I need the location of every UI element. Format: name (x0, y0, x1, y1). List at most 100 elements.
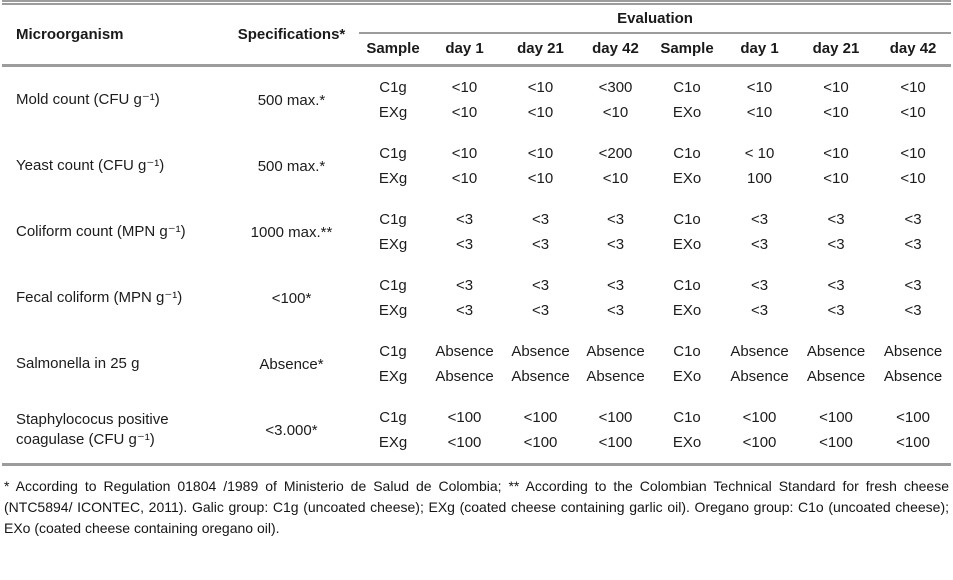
sample-cell: C1o (673, 145, 701, 162)
sample-cell: EXo (672, 302, 702, 319)
value-cell: Absence (730, 343, 789, 360)
sample-cell: C1g (379, 277, 407, 294)
value-cell: <100 (819, 434, 853, 451)
value-cell: Absence (435, 343, 494, 360)
sample-cell: C1o (673, 409, 701, 426)
value-cell: <10 (451, 104, 478, 121)
specification-cell: 500 max.* (257, 157, 326, 175)
sample-cell: C1o (673, 211, 701, 228)
table-row: Yeast count (CFU g⁻¹) 500 max.* C1g <10 … (2, 133, 951, 175)
value-cell: <3 (455, 277, 474, 294)
value-cell: <10 (823, 145, 849, 162)
value-cell: <10 (823, 170, 849, 187)
sample-cell: EXg (378, 236, 408, 253)
table-footnote: * According to Regulation 01804 /1989 of… (4, 478, 949, 536)
value-cell: <3 (455, 302, 474, 319)
table-row: EXg <10 <10 <10 EXo 100 <10 <10 (2, 166, 951, 199)
value-cell: <10 (451, 170, 478, 187)
value-cell: <10 (746, 79, 773, 96)
value-cell: <10 (527, 145, 554, 162)
sample-cell: C1o (673, 79, 701, 96)
sample-cell: EXg (378, 302, 408, 319)
value-cell: <100 (896, 434, 930, 451)
value-cell: <10 (602, 104, 629, 121)
value-cell: <100 (598, 409, 633, 426)
value-cell: <100 (819, 409, 853, 426)
subheader-day42-oregano: day 42 (875, 32, 952, 67)
value-cell: <3 (750, 302, 769, 319)
sample-cell: EXo (672, 368, 702, 385)
sample-cell: C1g (379, 145, 407, 162)
value-cell: <3 (827, 302, 845, 319)
subheader-sample-garlic: Sample (359, 32, 427, 67)
value-cell: <3 (531, 277, 550, 294)
microorganism-cell: Salmonella in 25 g (16, 355, 140, 372)
value-cell: <3 (455, 211, 474, 228)
header-evaluation: Evaluation (359, 2, 952, 34)
value-cell: <3 (606, 211, 625, 228)
subheader-day21-oregano: day 21 (797, 32, 875, 67)
sample-cell: C1g (379, 79, 407, 96)
value-cell: <3 (904, 211, 922, 228)
header-microorganism: Microorganism (2, 2, 224, 67)
sample-cell: C1g (379, 409, 407, 426)
sample-cell: C1o (673, 277, 701, 294)
value-cell: <3 (827, 211, 845, 228)
value-cell: Absence (806, 343, 866, 360)
value-cell: <10 (451, 145, 478, 162)
value-cell: Absence (586, 343, 645, 360)
value-cell: <100 (523, 434, 558, 451)
value-cell: <300 (598, 79, 633, 96)
value-cell: <3 (904, 236, 922, 253)
value-cell: <3 (606, 236, 625, 253)
value-cell: <3 (904, 277, 922, 294)
subheader-day1-garlic: day 1 (427, 32, 502, 67)
value-cell: < 10 (744, 145, 775, 162)
value-cell: 100 (746, 170, 773, 187)
value-cell: <3 (531, 302, 550, 319)
value-cell: <200 (598, 145, 633, 162)
table-row: Coliform count (MPN g⁻¹) 1000 max.** C1g… (2, 199, 951, 241)
table-row: Fecal coliform (MPN g⁻¹) <100* C1g <3 <3… (2, 265, 951, 307)
value-cell: <10 (900, 170, 926, 187)
header-row-sub: Sample day 1 day 21 day 42 Sample day 1 … (2, 32, 952, 67)
value-cell: <3 (531, 211, 550, 228)
value-cell: <10 (823, 104, 849, 121)
sample-cell: C1g (379, 343, 407, 360)
subheader-sample-oregano: Sample (652, 32, 722, 67)
value-cell: Absence (730, 368, 789, 385)
value-cell: <3 (750, 277, 769, 294)
table-row: Salmonella in 25 g Absence* C1g Absence … (2, 331, 951, 373)
value-cell: <100 (447, 434, 482, 451)
value-cell: Absence (883, 368, 943, 385)
table-row: Mold count (CFU g⁻¹) 500 max.* C1g <10 <… (2, 66, 951, 109)
table-row: EXg <10 <10 <10 EXo <10 <10 <10 (2, 100, 951, 133)
microorganism-cell: Yeast count (CFU g⁻¹) (16, 157, 165, 174)
value-cell: <10 (527, 170, 554, 187)
value-cell: Absence (435, 368, 494, 385)
specification-cell: <3.000* (265, 421, 318, 439)
value-cell: Absence (511, 368, 570, 385)
table-row: EXg <3 <3 <3 EXo <3 <3 <3 (2, 298, 951, 331)
header-specifications: Specifications* (224, 2, 359, 67)
specification-cell: 500 max.* (257, 91, 326, 109)
microorganism-cell: Coliform count (MPN g⁻¹) (16, 223, 186, 240)
value-cell: <100 (447, 409, 482, 426)
value-cell: <10 (527, 79, 554, 96)
table-row: EXg <100 <100 <100 EXo <100 <100 <100 (2, 430, 951, 465)
sample-cell: EXo (672, 434, 702, 451)
value-cell: <10 (602, 170, 629, 187)
table-row: EXg <3 <3 <3 EXo <3 <3 <3 (2, 232, 951, 265)
value-cell: <10 (823, 79, 849, 96)
specification-cell: 1000 max.** (250, 223, 333, 241)
specification-cell: Absence* (259, 355, 324, 373)
value-cell: <10 (527, 104, 554, 121)
value-cell: <3 (455, 236, 474, 253)
sample-cell: EXg (378, 170, 408, 187)
sample-cell: EXo (672, 236, 702, 253)
value-cell: <3 (750, 211, 769, 228)
sample-cell: EXg (378, 434, 408, 451)
header-row-top: Microorganism Specifications* Evaluation (2, 2, 952, 67)
value-cell: <3 (606, 302, 625, 319)
